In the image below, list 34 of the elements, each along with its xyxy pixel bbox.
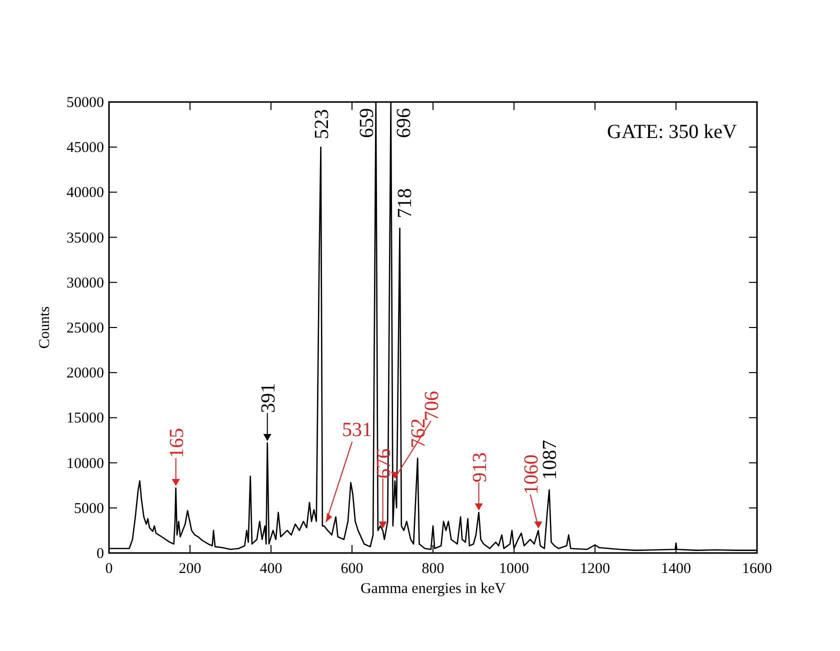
y-tick-label: 35000 (66, 230, 104, 246)
y-tick-label: 25000 (66, 320, 104, 336)
annotation: 706 (420, 390, 443, 421)
y-tick-label: 5000 (74, 500, 104, 517)
annotation: 659 (356, 108, 378, 138)
x-tick-label: 600 (340, 561, 364, 577)
x-tick-label: 400 (260, 561, 282, 577)
annotation: 762 (408, 418, 430, 448)
y-tick-label: 50000 (66, 95, 104, 111)
y-tick-label: 10000 (66, 456, 104, 472)
annotation: 391 (257, 382, 280, 413)
y-tick-label: 20000 (66, 366, 104, 382)
x-tick-label: 1200 (580, 561, 610, 577)
x-tick-label: 1000 (499, 561, 529, 577)
annotation: 523 (310, 109, 333, 140)
y-tick-label: 30000 (66, 275, 104, 292)
y-tick-label: 15000 (66, 410, 104, 427)
annotation: 531 (342, 418, 372, 441)
annotation: 165 (166, 428, 188, 458)
annotation: 718 (394, 188, 416, 218)
x-axis-title: Gamma energies in keV (360, 581, 506, 597)
annotation: 696 (392, 108, 415, 138)
y-axis-title: Counts (37, 306, 53, 349)
y-tick-label: 40000 (66, 185, 104, 202)
annotation: 676 (372, 448, 395, 478)
y-tick-label: 45000 (66, 140, 104, 156)
line-series (109, 102, 757, 551)
y-tick-label: 0 (96, 546, 104, 562)
x-tick-label: 200 (178, 561, 202, 577)
annotation: 913 (468, 452, 491, 482)
x-tick-label: 1600 (742, 561, 772, 577)
x-tick-label: 1400 (661, 561, 691, 577)
annotation: GATE: 350 keV (607, 121, 738, 143)
x-tick-label: 800 (422, 561, 444, 577)
